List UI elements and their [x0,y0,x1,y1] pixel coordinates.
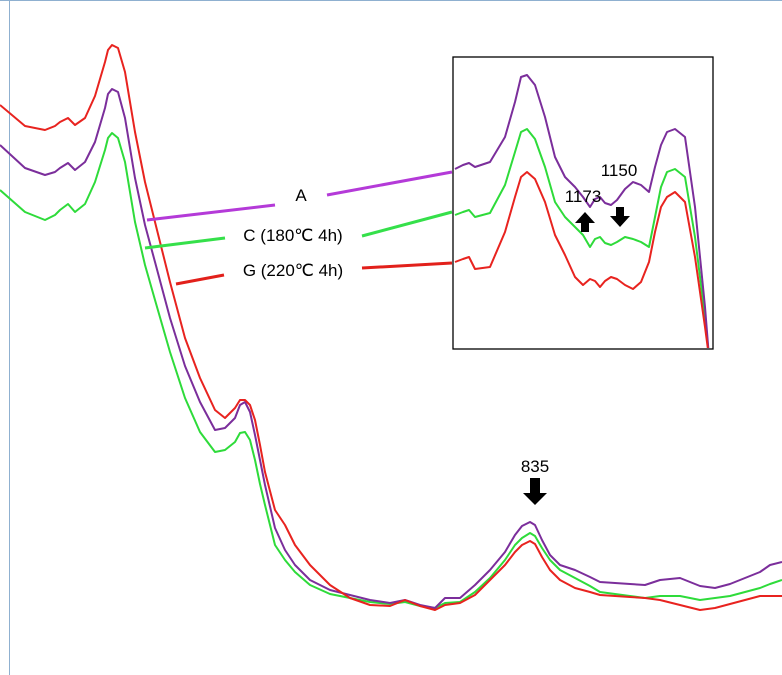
peak-arrow-1150 [610,207,630,227]
legend-label-a: A [295,186,307,205]
inset-series-line-2 [454,171,709,348]
legend-leader-a-right [326,170,453,197]
series-line-1 [0,132,782,609]
series-line-0 [0,88,782,609]
legend-leader-c-right [361,210,453,238]
legend-label-g: G (220℃ 4h) [243,261,343,280]
peak-label-1173: 1173 [565,187,602,206]
inset-series-line-0 [454,74,710,348]
peak-arrow-1173 [575,212,595,232]
series-line-2 [0,44,782,611]
peak-label-1150: 1150 [601,161,638,180]
inset-series-line-1 [454,128,710,348]
peak-label-835: 835 [521,457,549,476]
legend-label-c: C (180℃ 4h) [243,226,342,245]
inset-plot [454,74,710,348]
peak-arrow-835 [523,478,547,505]
legend-leader-g [175,273,225,286]
legend-leader-a [146,203,276,222]
legend-leader-g-right [361,261,453,270]
main-plot [0,44,782,611]
legend-leader-c [144,236,226,250]
